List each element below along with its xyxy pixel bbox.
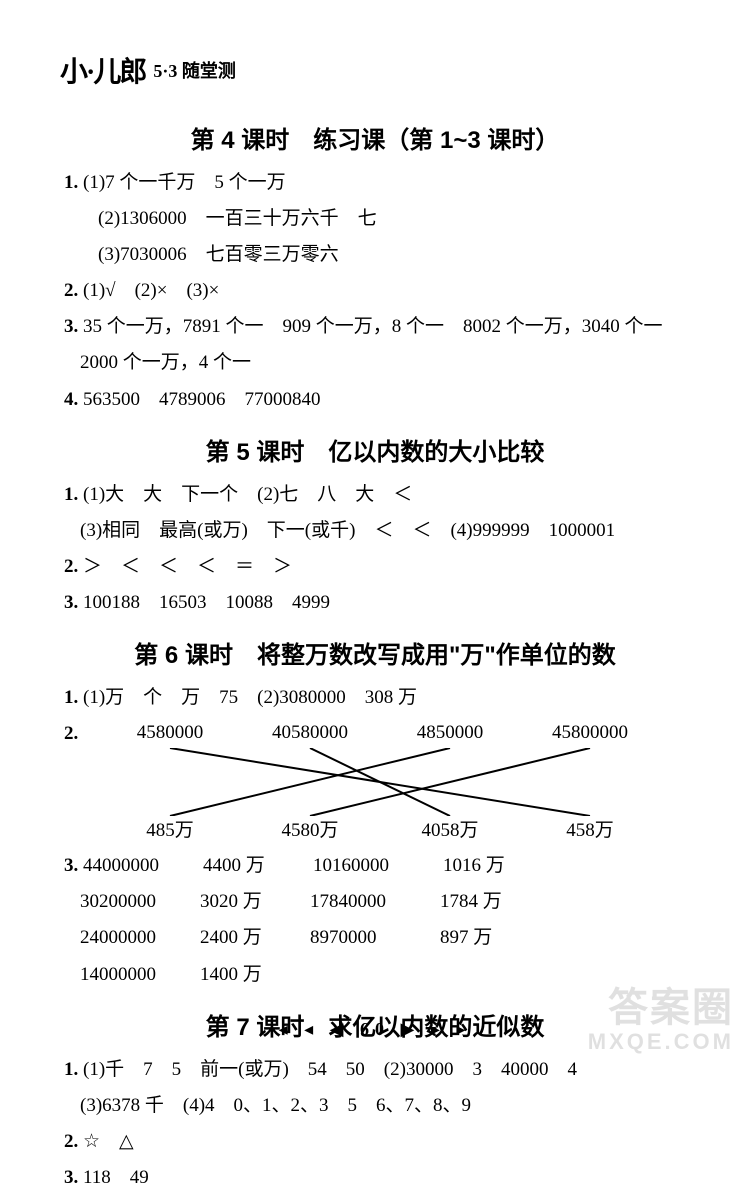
table-cell: 17840000 — [310, 884, 440, 920]
footer-deco-left: ◂ ◂ ◀ — [279, 1019, 350, 1039]
s6-q1-text: (1)万 个 万 75 (2)3080000 308 万 — [83, 687, 417, 708]
page-header: 小·儿郎 5·3 随堂测 — [60, 50, 690, 90]
s5-q2: 2. ＞ ＜ ＜ ＜ ＝ ＞ — [64, 549, 690, 585]
cross-bot-3: 458万 — [520, 815, 660, 842]
s4-q1b: (2)1306000 一百三十万六千 七 — [98, 201, 690, 237]
s4-q3a: 35 个一万，7891 个一 909 个一万，8 个一 8002 个一万，304… — [83, 316, 663, 337]
cross-top-2: 4850000 — [380, 722, 520, 744]
brand-logo: 小·儿郎 — [60, 50, 145, 90]
table-cell: 897 万 — [440, 920, 540, 956]
page-number: 60 — [360, 1019, 390, 1039]
s6-q1: 1. (1)万 个 万 75 (2)3080000 308 万 — [64, 680, 690, 716]
section-6-title: 第 6 课时 将整万数改写成用"万"作单位的数 — [60, 635, 690, 670]
cross-bot-0: 485万 — [100, 815, 240, 842]
s5-q1b: (3)相同 最高(或万) 下一(或千) ＜ ＜ (4)999999 100000… — [80, 513, 690, 549]
s5-q3-text: 100188 16503 10088 4999 — [83, 592, 330, 613]
s7-q2-text: ☆ △ — [83, 1131, 134, 1152]
s7-q1b: (3)6378 千 (4)4 0、1、2、3 5 6、7、8、9 — [80, 1088, 690, 1124]
s5-q2-text: ＞ ＜ ＜ ＜ ＝ ＞ — [83, 556, 292, 577]
cross-bot-2: 4058万 — [380, 815, 520, 842]
table-cell: 1016 万 — [443, 848, 543, 884]
watermark-text: 答案圈 — [588, 986, 734, 1030]
table-cell: 44000000 — [83, 848, 203, 884]
cross-match-diagram: 4580000 40580000 4850000 45800000 485万 4… — [100, 722, 660, 842]
table-cell: 30200000 — [80, 884, 200, 920]
table-cell: 14000000 — [80, 957, 200, 993]
s4-q1a: (1)7 个一千万 5 个一万 — [83, 172, 286, 193]
s6-q3-table: 440000004400 万101600001016 万 — [83, 855, 543, 876]
s4-q4: 4. 563500 4789006 77000840 — [64, 382, 690, 418]
table-cell: 1784 万 — [440, 884, 540, 920]
table-cell: 1400 万 — [200, 957, 310, 993]
s5-q1: 1. (1)大 大 下一个 (2)七 八 大 ＜ — [64, 477, 690, 513]
s4-q3b: 2000 个一万，4 个一 — [80, 345, 690, 381]
s7-q3-text: 118 49 — [83, 1167, 149, 1188]
cross-top-1: 40580000 — [240, 722, 380, 744]
watermark: 答案圈 MXQE.COM — [588, 986, 734, 1054]
footer-deco-right: ▶ ▸ ▸ — [401, 1019, 472, 1039]
cross-bot-row: 485万 4580万 4058万 458万 — [100, 815, 660, 842]
section-4-title: 第 4 课时 练习课（第 1~3 课时） — [60, 120, 690, 155]
s7-q2: 2. ☆ △ — [64, 1124, 690, 1160]
cross-lines-svg — [100, 748, 660, 816]
s4-q4-text: 563500 4789006 77000840 — [83, 389, 321, 410]
s5-q3: 3. 100188 16503 10088 4999 — [64, 585, 690, 621]
table-cell: 3020 万 — [200, 884, 310, 920]
s4-q2-text: (1)√ (2)× (3)× — [83, 280, 219, 301]
s4-q2: 2. (1)√ (2)× (3)× — [64, 273, 690, 309]
cross-top-row: 4580000 40580000 4850000 45800000 — [100, 722, 660, 744]
table-row: 302000003020 万178400001784 万 — [80, 884, 690, 920]
brand-subtitle: 5·3 随堂测 — [153, 57, 236, 83]
cross-bot-1: 4580万 — [240, 815, 380, 842]
table-row: 240000002400 万8970000897 万 — [80, 920, 690, 956]
s7-q1a: (1)千 7 5 前一(或万) 54 50 (2)30000 3 40000 4 — [83, 1059, 577, 1080]
s7-q3: 3. 118 49 — [64, 1160, 690, 1196]
table-cell: 4400 万 — [203, 848, 313, 884]
s4-q1: 1. (1)7 个一千万 5 个一万 — [64, 165, 690, 201]
table-cell: 8970000 — [310, 920, 440, 956]
table-cell: 2400 万 — [200, 920, 310, 956]
s4-q1c: (3)7030006 七百零三万零六 — [98, 237, 690, 273]
table-cell: 10160000 — [313, 848, 443, 884]
watermark-url: MXQE.COM — [588, 1030, 734, 1054]
section-5-title: 第 5 课时 亿以内数的大小比较 — [60, 432, 690, 467]
s5-q1a: (1)大 大 下一个 (2)七 八 大 ＜ — [83, 484, 412, 505]
cross-top-0: 4580000 — [100, 722, 240, 744]
cross-top-3: 45800000 — [520, 722, 660, 744]
s6-q3: 3. 440000004400 万101600001016 万 — [64, 848, 690, 884]
s4-q3: 3. 35 个一万，7891 个一 909 个一万，8 个一 8002 个一万，… — [64, 309, 690, 345]
table-cell: 24000000 — [80, 920, 200, 956]
